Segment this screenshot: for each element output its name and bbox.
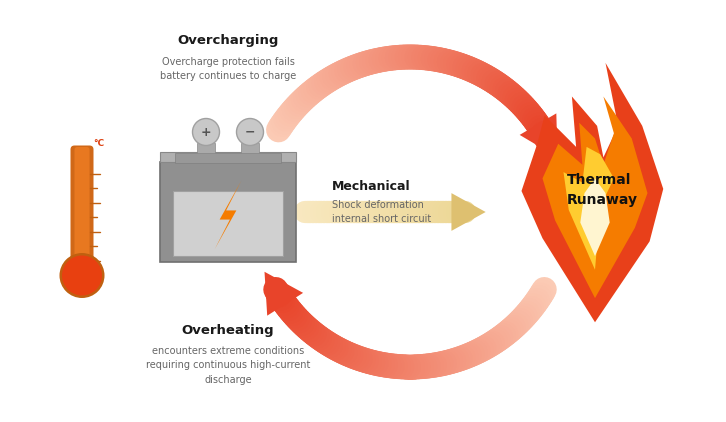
FancyBboxPatch shape [176,152,281,162]
Polygon shape [215,181,241,249]
Text: Overcharging: Overcharging [177,34,279,47]
FancyBboxPatch shape [75,147,89,273]
Polygon shape [542,97,648,298]
Circle shape [237,119,264,146]
Text: encounters extreme conditions
requiring continuous high-current
discharge: encounters extreme conditions requiring … [146,346,310,385]
Polygon shape [520,114,558,157]
Text: Mechanical: Mechanical [332,180,411,193]
Text: −: − [245,125,256,138]
FancyBboxPatch shape [173,191,283,256]
Text: °C: °C [93,138,104,148]
FancyBboxPatch shape [160,152,295,162]
Polygon shape [563,147,614,270]
Text: Overcharge protection fails
battery continues to charge: Overcharge protection fails battery cont… [160,57,296,81]
Text: Overheating: Overheating [182,324,274,337]
Text: +: + [200,125,211,138]
Polygon shape [264,272,303,316]
Circle shape [192,119,219,146]
FancyBboxPatch shape [70,146,94,279]
Circle shape [62,255,102,295]
FancyBboxPatch shape [241,143,259,152]
Polygon shape [452,193,486,231]
FancyBboxPatch shape [197,143,215,152]
Polygon shape [580,179,610,256]
Text: Shock deformation
internal short circuit: Shock deformation internal short circuit [332,200,431,225]
Circle shape [60,253,105,298]
Text: Thermal
Runaway: Thermal Runaway [567,173,638,207]
FancyBboxPatch shape [160,162,295,262]
Polygon shape [521,63,664,322]
